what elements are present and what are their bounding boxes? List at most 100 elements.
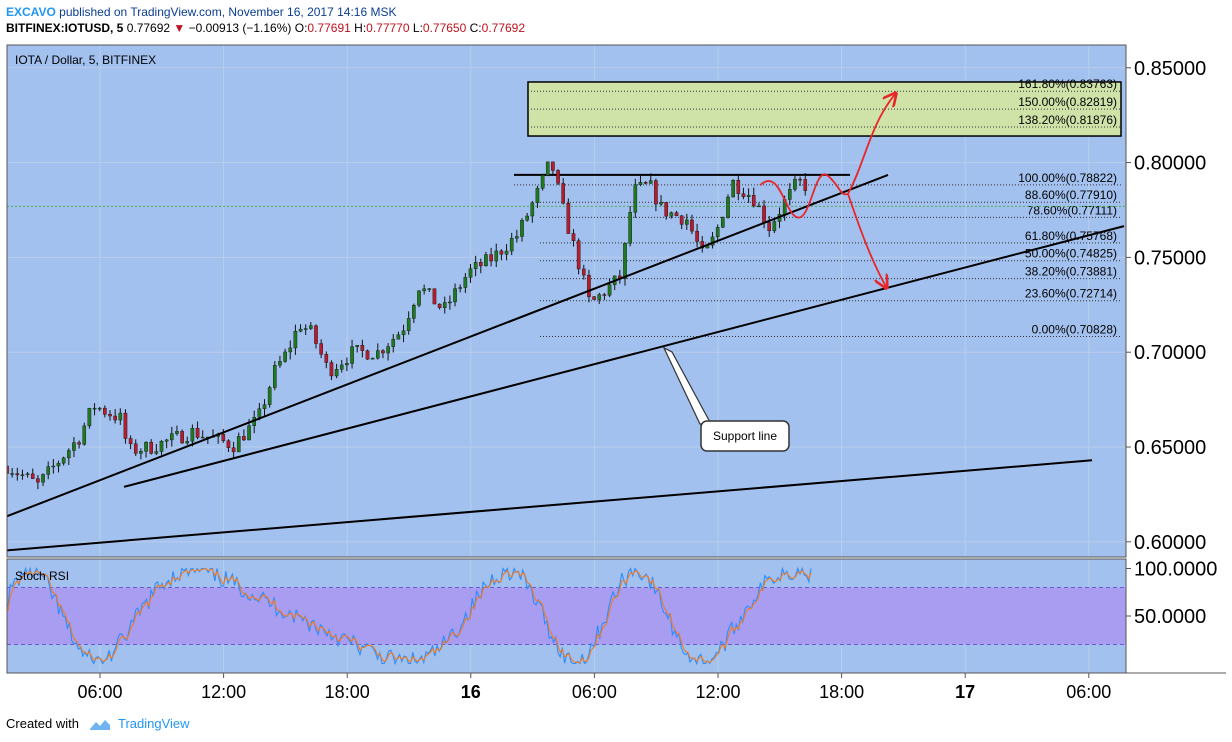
time-tick-label: 12:00 <box>201 682 246 702</box>
candle-body <box>695 230 699 242</box>
candle-body <box>334 369 339 377</box>
close-value: 0.77692 <box>481 21 526 35</box>
tradingview-logo-icon <box>89 720 110 731</box>
candle-body <box>654 180 658 205</box>
price-axis-background <box>1126 45 1226 673</box>
candle-body <box>200 436 205 439</box>
main-pane-border <box>6 44 1127 558</box>
candle-body <box>463 277 468 288</box>
candle-body <box>77 442 81 445</box>
candle-body <box>715 227 720 238</box>
time-tick-label: 18:00 <box>819 682 864 702</box>
candle-body <box>726 196 730 218</box>
candle-body <box>679 215 684 225</box>
candle-body <box>164 439 169 442</box>
price-tick-label: 0.65000 <box>1134 437 1206 459</box>
projection-arrows <box>759 94 895 286</box>
candle-body <box>561 183 565 204</box>
rsi-axis: 100.0000 50.0000 <box>1126 559 1217 628</box>
high-label: H: <box>354 21 367 35</box>
candle-body <box>509 238 514 252</box>
candle-body <box>582 268 586 276</box>
candle-body <box>674 212 679 216</box>
target-zone-rect <box>527 81 1122 137</box>
fib-level-label: 23.60%(0.72714) <box>1025 287 1117 301</box>
fib-level-label: 150.00%(0.82819) <box>1018 95 1117 109</box>
candle-body <box>87 408 92 427</box>
fib-level-label: 0.00%(0.70828) <box>1032 322 1117 336</box>
price-tick-label: 0.80000 <box>1134 153 1206 175</box>
candle-body <box>545 161 550 176</box>
candle-body <box>103 407 107 415</box>
candle-body <box>422 288 426 292</box>
close-label: C: <box>469 21 482 35</box>
candle-body <box>540 174 545 189</box>
candle-body <box>370 357 375 360</box>
candle-body <box>41 474 45 483</box>
candle-body <box>721 216 725 228</box>
candle-body <box>412 304 416 319</box>
candle-body <box>283 351 287 362</box>
candle-body <box>128 438 133 444</box>
candle-body <box>66 450 71 459</box>
symbol-line: BITFINEX:IOTUSD, 5 0.77692 ▼ −0.00913 (−… <box>6 20 525 36</box>
open-value: 0.77691 <box>307 21 351 35</box>
candle-body <box>736 179 741 194</box>
support-callout[interactable]: Support line <box>662 346 790 452</box>
candle-body <box>757 205 761 208</box>
candle-body <box>350 346 354 364</box>
candle-body <box>659 202 663 205</box>
created-with-text: Created with <box>6 716 79 731</box>
candle-body <box>381 350 385 354</box>
candle-body <box>118 412 123 421</box>
candle-body <box>159 441 164 452</box>
candle-body <box>566 202 571 234</box>
candle-body <box>406 318 411 332</box>
time-tick-label: 06:00 <box>572 682 617 702</box>
chart-header: EXCAVO published on TradingView.com, Nov… <box>6 4 525 36</box>
candle-body <box>15 473 20 476</box>
candle-body <box>571 233 576 242</box>
rsi-tick-label: 100.0000 <box>1134 559 1217 581</box>
candle-body <box>803 179 808 191</box>
candle-body <box>607 284 612 296</box>
fib-level-label: 100.00%(0.78822) <box>1018 171 1117 185</box>
low-label: L: <box>412 21 423 35</box>
candle-body <box>319 343 323 355</box>
candle-body <box>123 412 128 439</box>
price-tick-label: 0.70000 <box>1134 342 1206 364</box>
tradingview-link[interactable]: TradingView <box>118 716 190 731</box>
candle-body <box>190 427 195 442</box>
candle-body <box>473 262 478 269</box>
author-name[interactable]: EXCAVO <box>6 5 56 19</box>
down-arrow-icon: ▼ <box>173 21 186 35</box>
candle-body <box>262 404 267 409</box>
candle-body <box>236 436 241 453</box>
candle-body <box>731 179 735 198</box>
candle-body <box>144 441 148 452</box>
candle-body <box>273 365 277 388</box>
candle-body <box>391 338 396 347</box>
candle-body <box>623 243 627 279</box>
candle-body <box>247 425 251 441</box>
symbol-name: BITFINEX:IOTUSD, 5 <box>6 21 124 35</box>
candle-body <box>226 440 231 448</box>
publish-line: EXCAVO published on TradingView.com, Nov… <box>6 4 525 20</box>
candle-body <box>628 212 632 244</box>
candle-body <box>180 431 184 444</box>
candle-body <box>597 294 602 300</box>
candle-body <box>185 441 190 444</box>
candle-body <box>360 345 365 351</box>
candle-body <box>133 443 138 454</box>
candle-body <box>520 220 524 237</box>
candle-body <box>298 328 303 332</box>
candle-body <box>576 240 581 270</box>
candle-body <box>97 407 102 410</box>
price-change: −0.00913 (−1.16%) <box>188 21 292 35</box>
candle-body <box>314 325 318 344</box>
candle-body <box>25 473 30 476</box>
support-label: Support line <box>713 429 777 443</box>
candle-body <box>648 180 653 184</box>
candle-body <box>51 465 56 468</box>
